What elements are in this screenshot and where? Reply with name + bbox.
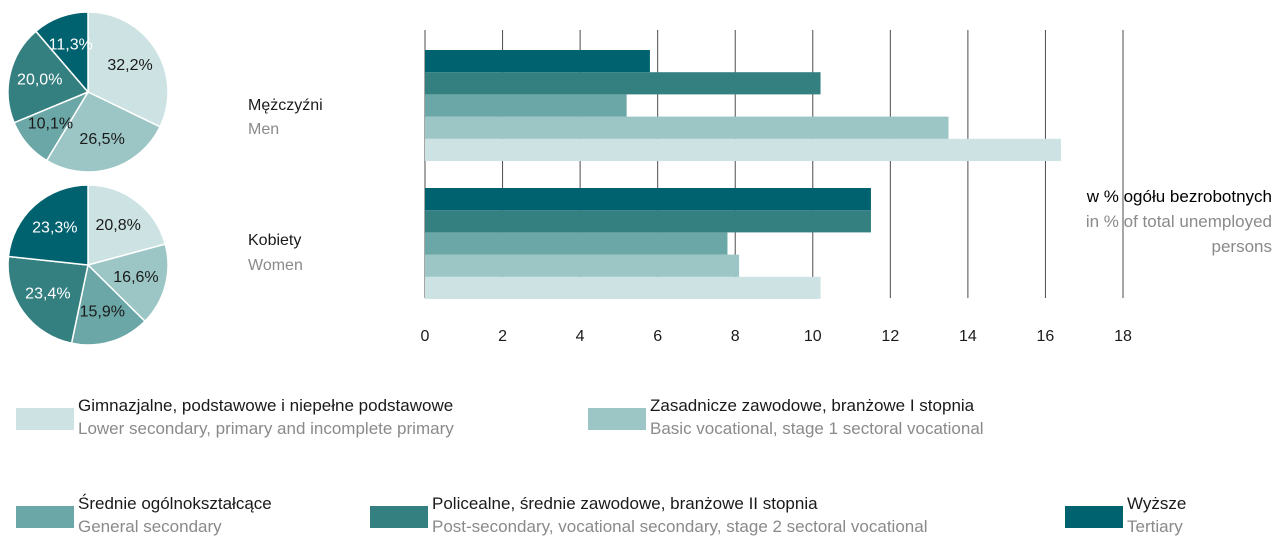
pie-label: 16,6% [113, 269, 158, 286]
legend-swatch [588, 408, 646, 430]
legend-label: Gimnazjalne, podstawowe i niepełne podst… [78, 396, 454, 415]
x-tick-label: 16 [1037, 328, 1055, 345]
pie-slice [86, 243, 169, 323]
axis-label: w % ogółu bezrobotnych [1086, 187, 1272, 206]
x-tick-label: 18 [1114, 328, 1132, 345]
axis-label-en: in % of total unemployed persons [1085, 212, 1272, 256]
bar [425, 276, 821, 299]
x-tick-label: 8 [731, 328, 740, 345]
bar [425, 94, 627, 117]
pie-label: 20,8% [95, 217, 140, 234]
bar [425, 232, 728, 255]
legend-label-en: Post-secondary, vocational secondary, st… [432, 517, 928, 536]
pie-slice [7, 255, 89, 345]
pie-slice [7, 30, 90, 124]
bar [425, 50, 650, 73]
legend-swatch [16, 506, 74, 528]
pie-label: 23,3% [32, 219, 77, 236]
pie-label: 15,9% [80, 304, 125, 321]
legend-item: Średnie ogólnokształcące General secondar… [78, 492, 272, 538]
bar [425, 210, 871, 233]
legend-label: Policealne, średnie zawodowe, branżowe I… [432, 494, 818, 513]
x-tick-label: 0 [421, 328, 430, 345]
x-tick-label: 12 [881, 328, 899, 345]
pie-slice [7, 184, 89, 266]
legend-label-en: Basic vocational, stage 1 sectoral vocat… [650, 419, 984, 438]
legend-swatch [370, 506, 428, 528]
legend-swatch [1065, 506, 1123, 528]
legend-label-en: General secondary [78, 517, 222, 536]
bar [425, 72, 821, 95]
legend-label: Zasadnicze zawodowe, branżowe I stopnia [650, 396, 975, 415]
pie-slice [70, 263, 146, 346]
legend-item: Zasadnicze zawodowe, branżowe I stopnia B… [650, 394, 984, 440]
pie-slice [34, 11, 89, 95]
x-tick-label: 6 [653, 328, 662, 345]
legend-item: Gimnazjalne, podstawowe i niepełne podst… [78, 394, 454, 440]
bar [425, 188, 871, 211]
x-tick-label: 2 [498, 328, 507, 345]
legend-label: Średnie ogólnokształcące [78, 494, 272, 513]
pie-label: 11,3% [49, 37, 93, 54]
axis-note: w % ogółu bezrobotnych in % of total une… [1042, 184, 1272, 259]
pie-slice [87, 11, 169, 128]
pie-label: 10,1% [28, 116, 73, 133]
legend-swatch [16, 408, 74, 430]
x-tick-label: 14 [959, 328, 977, 345]
category-label: Kobiety [248, 232, 301, 249]
x-tick-label: 4 [576, 328, 585, 345]
pie-label: 23,4% [25, 285, 70, 302]
legend-label-en: Tertiary [1127, 517, 1183, 536]
x-tick-label: 10 [804, 328, 822, 345]
legend-label-en: Lower secondary, primary and incomplete … [78, 419, 454, 438]
bar [425, 138, 1061, 161]
chart: 32,2% 26,5% 10,1% 20,0% 11,3% 20,8% 16,6% 15,9%… [7, 11, 1132, 346]
category-label-en: Women [248, 257, 303, 274]
pie-slice [45, 91, 162, 173]
legend-item: Policealne, średnie zawodowe, branżowe I… [432, 492, 927, 538]
pie-label: 32,2% [107, 57, 152, 74]
pie-label: 26,5% [79, 131, 124, 148]
legend-item: Wyższe Tertiary [1127, 492, 1186, 538]
category-label-en: Men [248, 121, 279, 138]
pie-label: 20,0% [17, 72, 62, 89]
category-label: Mężczyźni [248, 97, 323, 114]
page: {"chart_data": [ {"type": "pie", "values… [7, 11, 1272, 536]
pie-slice [87, 184, 167, 266]
bar [425, 254, 740, 277]
bar [425, 116, 949, 139]
legend-label: Wyższe [1127, 494, 1187, 513]
